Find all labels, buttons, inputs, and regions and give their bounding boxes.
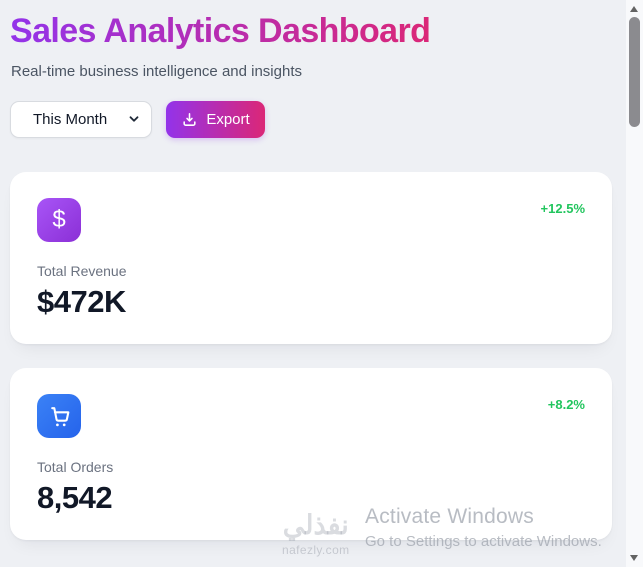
stat-label-orders: Total Orders: [37, 459, 114, 475]
period-select-wrapper: This Month: [10, 101, 152, 138]
stat-card-total-orders: +8.2% Total Orders 8,542: [10, 368, 612, 540]
dollar-icon: $: [37, 198, 81, 242]
nafezly-domain: nafezly.com: [282, 543, 350, 557]
card-top-row: +8.2%: [37, 394, 585, 438]
export-button-label: Export: [206, 111, 250, 128]
change-badge-revenue: +12.5%: [540, 201, 585, 216]
scrollbar-up-arrow[interactable]: [630, 6, 638, 12]
scrollbar[interactable]: [626, 0, 643, 567]
stat-label-revenue: Total Revenue: [37, 263, 127, 279]
toolbar: This Month Export: [10, 101, 265, 138]
export-button[interactable]: Export: [166, 101, 265, 138]
period-select[interactable]: This Month: [10, 101, 152, 138]
stat-card-total-revenue: $ +12.5% Total Revenue $472K: [10, 172, 612, 344]
download-icon: [181, 111, 198, 128]
change-badge-orders: +8.2%: [547, 397, 585, 412]
card-top-row: $ +12.5%: [37, 198, 585, 242]
stat-value-revenue: $472K: [37, 284, 126, 319]
shopping-cart-icon: [37, 394, 81, 438]
dollar-glyph: $: [52, 206, 66, 233]
stat-value-orders: 8,542: [37, 480, 113, 515]
page-title: Sales Analytics Dashboard: [10, 12, 431, 50]
scrollbar-down-arrow[interactable]: [630, 555, 638, 561]
scrollbar-thumb[interactable]: [629, 17, 640, 127]
page-subtitle: Real-time business intelligence and insi…: [11, 63, 302, 80]
